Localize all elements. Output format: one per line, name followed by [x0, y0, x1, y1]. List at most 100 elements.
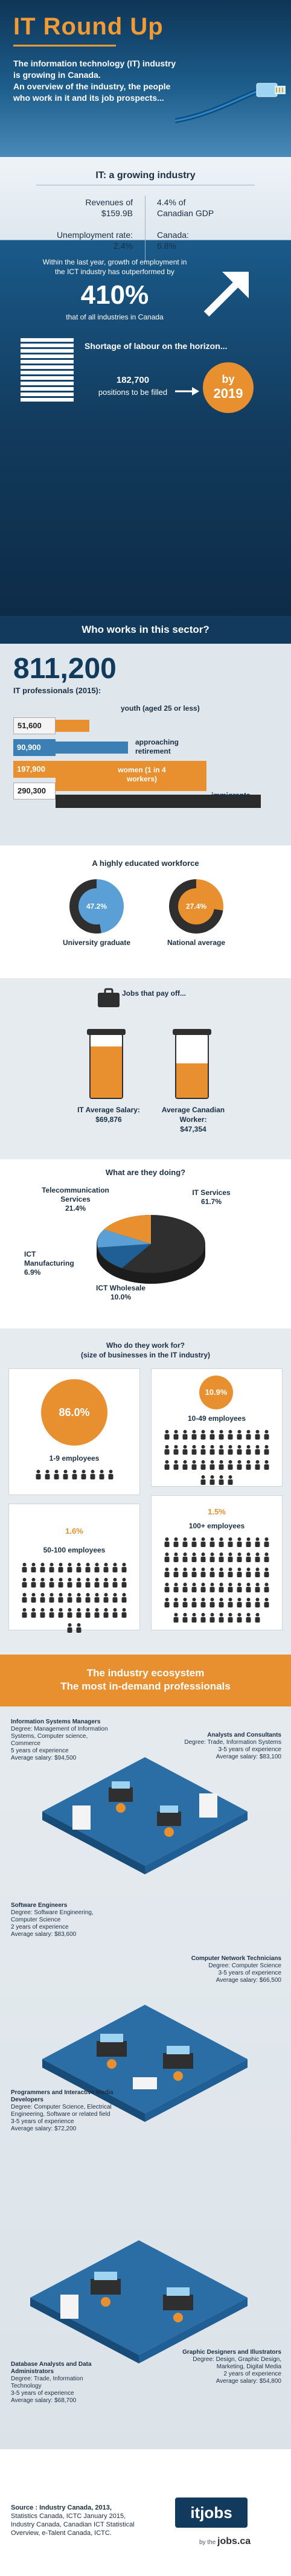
person-icon: [53, 1470, 60, 1479]
person-icon: [245, 1460, 252, 1470]
person-icon: [30, 1593, 37, 1603]
role-card: Computer Network Technicians Degree: Com…: [175, 1955, 281, 1984]
person-icon: [121, 1608, 127, 1618]
person-icon: [254, 1460, 261, 1470]
intro-text: The information technology (IT) industry…: [13, 58, 194, 104]
person-icon: [39, 1578, 46, 1588]
group-value: 290,300: [13, 783, 56, 799]
person-icon: [44, 1470, 51, 1479]
role-degree: Degree: Trade, Information Technology: [11, 2376, 83, 2389]
person-icon: [245, 1598, 252, 1607]
positions-value: 182,700: [116, 375, 150, 385]
person-icon: [236, 1552, 243, 1562]
person-icon: [200, 1598, 206, 1607]
slice-label: ICT Manufacturing: [24, 1250, 74, 1267]
person-icon: [236, 1445, 243, 1455]
group-value: 51,600: [13, 717, 56, 734]
role-title: Information Systems Managers: [11, 1719, 101, 1725]
person-icon: [236, 1583, 243, 1592]
person-icon: [103, 1608, 109, 1618]
role-title: Graphic Designers and Illustrators: [182, 2349, 281, 2356]
person-icon: [191, 1583, 197, 1592]
person-icon: [209, 1613, 216, 1623]
page-title: IT Round Up: [13, 13, 164, 40]
person-icon: [85, 1593, 91, 1603]
intro-line: The information technology (IT) industry: [13, 59, 176, 68]
education-section: A highly educated workforce 47.2% Univer…: [0, 845, 291, 978]
role-degree: Degree: Design, Graphic Design, Marketin…: [193, 2356, 281, 2370]
person-icon: [236, 1568, 243, 1577]
person-icon: [236, 1430, 243, 1440]
person-icon: [21, 1563, 28, 1572]
person-icon: [85, 1578, 91, 1588]
person-icon: [48, 1593, 55, 1603]
education-heading: A highly educated workforce: [92, 859, 199, 868]
doing-pie-chart: [91, 1208, 211, 1292]
person-icon: [57, 1563, 64, 1572]
person-icon: [236, 1613, 243, 1623]
person-icon: [236, 1460, 243, 1470]
person-icon: [227, 1598, 234, 1607]
office-illustration: [24, 2228, 254, 2379]
slice-value: 21.4%: [65, 1204, 86, 1213]
slice-label: Telecommunication Services: [42, 1186, 109, 1203]
person-icon: [245, 1613, 252, 1623]
person-icon: [182, 1460, 188, 1470]
pay-section: Jobs that pay off... IT Average Salary: …: [0, 978, 291, 1159]
small-business-label: 1-9 employees: [49, 1454, 100, 1463]
revenue-label: Revenues of: [85, 197, 133, 207]
person-icon: [254, 1583, 261, 1592]
itjobs-logo: itjobs: [175, 2498, 248, 2528]
person-icon: [30, 1563, 37, 1572]
person-icon: [112, 1593, 118, 1603]
person-icon: [200, 1475, 206, 1485]
ecosystem-subheading: The most in-demand professionals: [60, 1680, 231, 1692]
national-value: 27.4%: [178, 888, 214, 924]
person-icon: [227, 1537, 234, 1547]
national-label: National average: [167, 938, 226, 947]
person-icon: [209, 1552, 216, 1562]
medium-business-value: 1.6%: [65, 1527, 83, 1536]
growth-intro: Within the last year, growth of employme…: [42, 258, 187, 276]
it-salary-stat: IT Average Salary: $69,876: [66, 1105, 151, 1124]
unemployment-stat: Unemployment rate: 2.4%: [36, 229, 133, 251]
person-icon: [218, 1460, 225, 1470]
role-salary: Average salary: $54,800: [216, 2378, 281, 2385]
footer-section: Source : Industry Canada, 2013, Statisti…: [0, 2449, 291, 2576]
person-icon: [94, 1578, 100, 1588]
person-icon: [200, 1537, 206, 1547]
person-icon: [191, 1598, 197, 1607]
stat-divider: [145, 196, 146, 262]
group-label: women (1 in 4 workers): [118, 766, 166, 783]
person-icon: [218, 1537, 225, 1547]
person-icon: [21, 1593, 28, 1603]
person-icon: [191, 1445, 197, 1455]
person-icon: [75, 1593, 82, 1603]
person-icon: [21, 1578, 28, 1588]
role-experience: 3-5 years of experience: [11, 2118, 74, 2125]
canada-salary-stat: Average Canadian Worker: $47,354: [151, 1105, 235, 1134]
role-degree: Degree: Software Engineering, Computer S…: [11, 1909, 94, 1923]
person-icon: [218, 1430, 225, 1440]
person-icon: [112, 1563, 118, 1572]
intro-line: who work in it and its job prospects...: [13, 93, 164, 103]
positions-stat: 182,700 positions to be filled: [91, 374, 175, 399]
person-icon: [66, 1563, 73, 1572]
canada-salary-fill: [176, 1063, 208, 1098]
briefcase-icon: [97, 988, 121, 1008]
group-bar: [56, 720, 89, 732]
person-icon: [245, 1583, 252, 1592]
network-cable-icon: [175, 72, 290, 127]
person-icon: [164, 1430, 170, 1440]
person-icon: [254, 1613, 261, 1623]
by-label: by: [222, 373, 235, 385]
person-icon: [89, 1470, 96, 1479]
role-card: Information Systems Managers Degree: Man…: [11, 1719, 114, 1762]
role-title: Analysts and Consultants: [207, 1732, 281, 1738]
person-icon: [191, 1613, 197, 1623]
office-illustration: [36, 1745, 254, 1890]
person-icon: [209, 1430, 216, 1440]
person-icon: [66, 1623, 73, 1633]
person-icon: [191, 1430, 197, 1440]
person-icon: [94, 1593, 100, 1603]
